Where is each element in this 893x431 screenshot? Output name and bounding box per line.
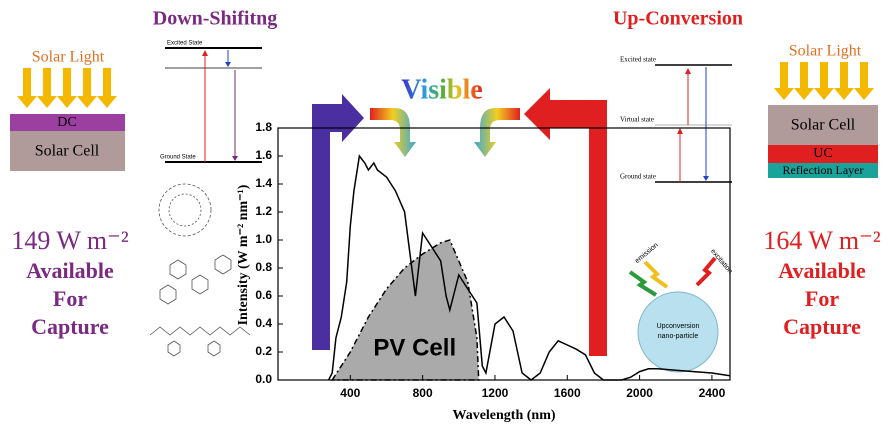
label: Reflection Layer [783,163,864,177]
up-conversion-panel: Solar Light Solar Cell UC Reflection Lay… [620,43,881,373]
arrow [474,108,520,157]
x-tick-label: 2000 [626,386,653,400]
label: DC [57,115,76,130]
label: Excited State [167,41,203,47]
caption: Capture [783,314,861,339]
label: Ground state [620,173,656,181]
arrow [370,108,416,157]
title: Up-Conversion [613,8,743,30]
arrow [312,94,364,350]
y-tick-label: 0.4 [255,316,272,330]
y-tick-label: 1.6 [255,148,272,162]
x-tick-label: 2400 [699,386,726,400]
chart: PV Cell 0.0 0.2 0.4 0.6 0.8 1.0 1.2 1.4 1.6 1.8 400… [236,120,731,423]
visible-label: Visible [401,74,482,105]
y-tick-label: 1.2 [255,204,272,218]
x-tick-label: 1600 [554,386,581,400]
label: nano-particle [658,333,699,340]
caption: For [805,286,839,311]
y-tick-label: 0.2 [255,344,272,358]
label: Solar Cell [791,117,856,134]
label: Excited state [620,56,656,64]
down-shifting-panel: Solar Light DC Solar Cell 149 W m⁻² Avai… [10,41,262,357]
x-tick-label: 400 [340,386,360,400]
x-tick-label: 1200 [482,386,509,400]
x-axis-label: Wavelength (nm) [452,408,555,423]
caption: Capture [31,314,109,339]
y-tick-label: 0.6 [255,288,272,302]
x-tick-label: 800 [413,386,433,400]
label: Solar Cell [35,143,100,160]
y-tick-label: 0.0 [255,372,272,386]
y-tick-label: 1.8 [255,120,272,134]
y-tick-label: 1.0 [255,232,272,246]
plot-frame [277,127,731,381]
caption: Available [26,258,114,283]
arrow [524,88,607,356]
power: 149 W m⁻² [11,226,129,255]
label: UC [813,146,832,161]
label: Upconversion [657,323,700,330]
pv-area [330,239,480,381]
y-tick-label: 0.8 [255,260,272,274]
title: Down-Shifitng [153,8,277,30]
caption: Available [778,258,866,283]
label: Solar Light [32,49,105,66]
y-tick-label: 1.4 [255,176,272,190]
area-label: PV Cell [373,335,456,362]
y-axis-label: Intensity (W m⁻² nm⁻¹) [236,184,251,325]
power: 164 W m⁻² [763,226,881,255]
label: Solar Light [789,43,862,60]
label: Virtual state [620,116,654,124]
caption: For [53,286,87,311]
label: Ground State [160,155,196,161]
